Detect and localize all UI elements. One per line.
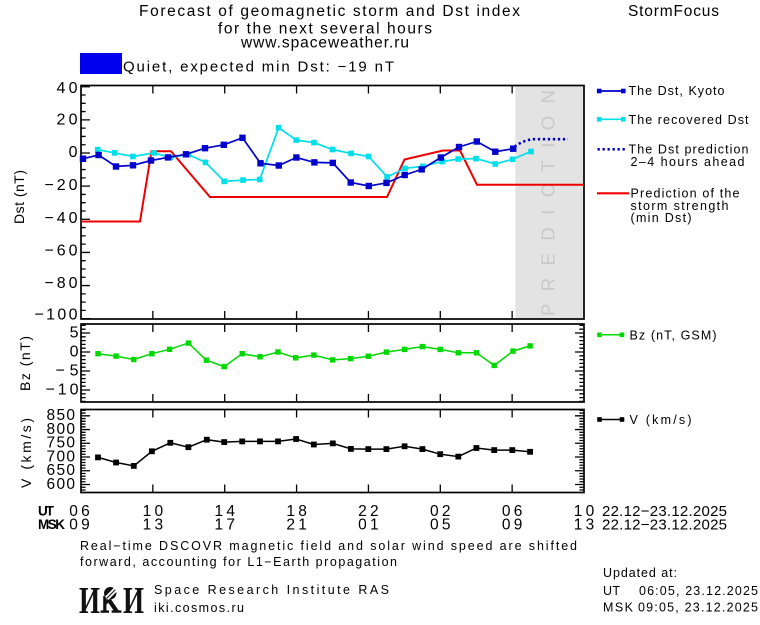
svg-text:−60: −60: [45, 243, 78, 260]
svg-text:−20: −20: [45, 177, 78, 194]
svg-text:Prediction of the: Prediction of the: [631, 187, 740, 201]
svg-text:И: И: [123, 580, 144, 620]
svg-text:06:05, 23.12.2025: 06:05, 23.12.2025: [639, 584, 758, 598]
svg-text:storm strength: storm strength: [631, 199, 729, 213]
svg-text:И: И: [79, 580, 100, 620]
svg-text:850: 850: [47, 407, 76, 424]
svg-text:750: 750: [47, 435, 76, 452]
svg-text:iki.cosmos.ru: iki.cosmos.ru: [154, 601, 244, 615]
svg-text:The Dst, Kyoto: The Dst, Kyoto: [629, 84, 725, 98]
svg-text:−80: −80: [45, 275, 78, 292]
svg-text:700: 700: [47, 448, 76, 465]
svg-text:(min Dst): (min Dst): [631, 211, 692, 225]
svg-text:Quiet, expected min Dst: −19 n: Quiet, expected min Dst: −19 nT: [123, 58, 394, 75]
svg-text:Bz (nT, GSM): Bz (nT, GSM): [630, 328, 717, 342]
svg-text:Updated at:: Updated at:: [603, 566, 677, 580]
svg-text:MSK: MSK: [38, 517, 65, 532]
svg-text:V (km/s): V (km/s): [630, 413, 692, 427]
svg-text:Real−time DSCOVR magnetic fiel: Real−time DSCOVR magnetic field and sola…: [80, 539, 577, 553]
svg-text:22.12−23.12.2025: 22.12−23.12.2025: [602, 516, 727, 533]
svg-text:MSK: MSK: [603, 601, 634, 615]
svg-text:0: 0: [70, 343, 79, 360]
svg-text:600: 600: [47, 476, 76, 493]
svg-text:800: 800: [47, 421, 76, 438]
svg-text:−10: −10: [46, 381, 79, 398]
svg-text:forward, accounting for L1−Ear: forward, accounting for L1−Earth propaga…: [80, 555, 397, 569]
svg-text:www.spaceweather.ru: www.spaceweather.ru: [240, 35, 409, 52]
svg-text:Space Research Institute RAS: Space Research Institute RAS: [154, 583, 389, 597]
svg-text:22.12−23.12.2025: 22.12−23.12.2025: [602, 503, 727, 520]
svg-text:StormFocus: StormFocus: [628, 3, 719, 20]
svg-text:UT: UT: [38, 504, 55, 519]
svg-text:5: 5: [70, 324, 79, 341]
svg-text:The recovered Dst: The recovered Dst: [629, 113, 750, 127]
svg-text:V (km/s): V (km/s): [18, 418, 34, 488]
svg-text:09:05, 23.12.2025: 09:05, 23.12.2025: [638, 601, 758, 615]
svg-text:Dst (nT): Dst (nT): [11, 170, 27, 224]
svg-text:0: 0: [69, 144, 78, 161]
svg-text:650: 650: [47, 462, 76, 479]
svg-text:UT: UT: [603, 584, 620, 598]
svg-text:2–4 hours ahead: 2–4 hours ahead: [631, 155, 745, 169]
svg-text:The Dst prediction: The Dst prediction: [629, 142, 749, 156]
svg-text:Bz (nT): Bz (nT): [17, 336, 33, 391]
svg-text:−40: −40: [45, 210, 78, 227]
